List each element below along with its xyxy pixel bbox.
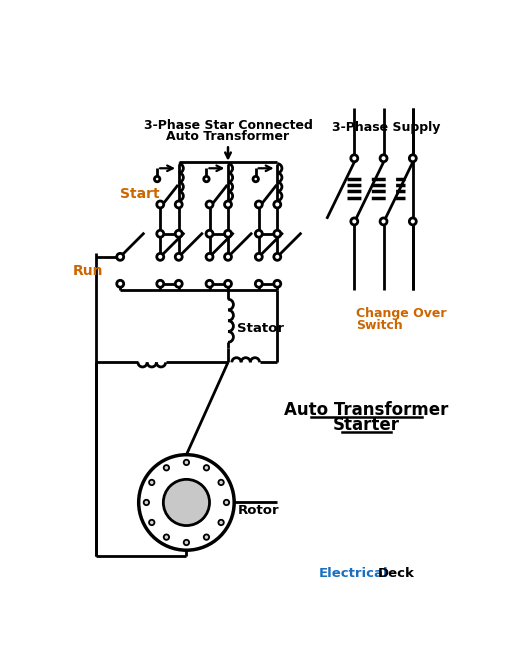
Circle shape — [139, 455, 234, 550]
Circle shape — [144, 500, 149, 505]
Circle shape — [117, 253, 123, 261]
Circle shape — [206, 280, 213, 288]
Circle shape — [149, 480, 154, 485]
Circle shape — [206, 253, 213, 261]
Circle shape — [164, 465, 169, 470]
Circle shape — [256, 201, 262, 208]
Circle shape — [351, 218, 358, 225]
Circle shape — [175, 253, 182, 261]
Circle shape — [204, 534, 209, 540]
Circle shape — [204, 176, 209, 182]
Circle shape — [117, 280, 123, 288]
Circle shape — [380, 155, 387, 162]
Circle shape — [175, 230, 182, 237]
Circle shape — [157, 280, 164, 288]
Circle shape — [149, 520, 154, 525]
Text: Switch: Switch — [356, 319, 402, 332]
Text: Starter: Starter — [333, 417, 400, 434]
Circle shape — [224, 500, 229, 505]
Text: 3-Phase Star Connected: 3-Phase Star Connected — [144, 118, 312, 132]
Circle shape — [256, 280, 262, 288]
Circle shape — [175, 280, 182, 288]
Circle shape — [225, 230, 232, 237]
Circle shape — [218, 520, 224, 525]
Circle shape — [351, 155, 358, 162]
Circle shape — [206, 201, 213, 208]
Circle shape — [274, 253, 281, 261]
Text: Rotor: Rotor — [238, 503, 279, 517]
Circle shape — [256, 230, 262, 237]
Circle shape — [184, 460, 189, 465]
Text: 3-Phase Supply: 3-Phase Supply — [332, 121, 441, 134]
Circle shape — [225, 253, 232, 261]
Circle shape — [274, 230, 281, 237]
Text: Run: Run — [73, 264, 103, 278]
Circle shape — [184, 540, 189, 545]
Circle shape — [225, 280, 232, 288]
Circle shape — [409, 155, 416, 162]
Text: Auto Transformer: Auto Transformer — [167, 130, 290, 143]
Circle shape — [274, 201, 281, 208]
Circle shape — [206, 230, 213, 237]
Circle shape — [256, 253, 262, 261]
Circle shape — [380, 218, 387, 225]
Circle shape — [157, 253, 164, 261]
Circle shape — [154, 176, 160, 182]
Circle shape — [204, 465, 209, 470]
Text: Stator: Stator — [237, 322, 284, 335]
Circle shape — [253, 176, 259, 182]
Circle shape — [218, 480, 224, 485]
Circle shape — [164, 480, 209, 526]
Circle shape — [225, 201, 232, 208]
Text: Change Over: Change Over — [356, 307, 447, 320]
Text: Electrical: Electrical — [319, 567, 389, 580]
Text: Start: Start — [120, 188, 160, 201]
Circle shape — [164, 534, 169, 540]
Circle shape — [175, 201, 182, 208]
Circle shape — [409, 218, 416, 225]
Circle shape — [274, 280, 281, 288]
Circle shape — [157, 201, 164, 208]
Text: Auto Transformer: Auto Transformer — [284, 401, 449, 419]
Circle shape — [157, 230, 164, 237]
Text: Deck: Deck — [378, 567, 415, 580]
